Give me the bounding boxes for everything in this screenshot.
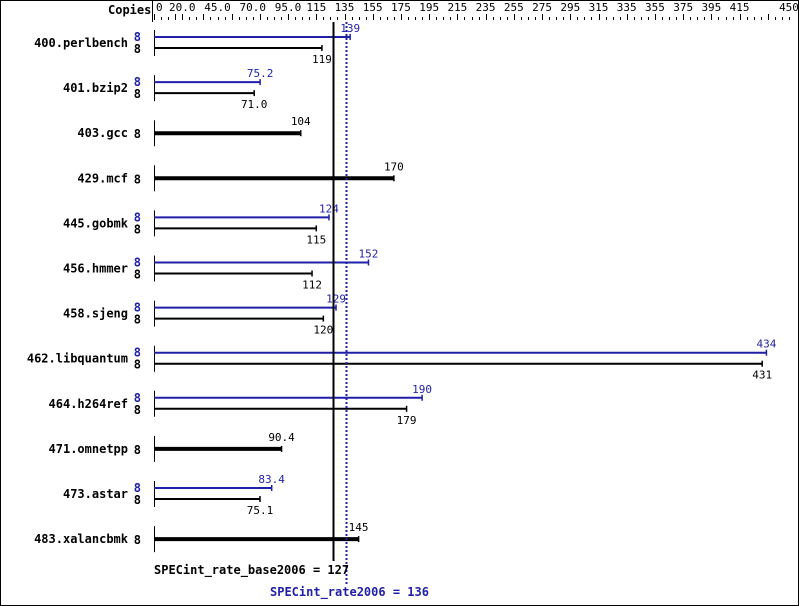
benchmark-row: 473.astar 88 83.4 75.1: [63, 473, 285, 517]
peak-mean-label: SPECint_rate2006 = 136: [270, 585, 429, 600]
x-tick-label: 215: [447, 1, 467, 14]
benchmark-name: 458.sjeng: [63, 307, 128, 321]
x-tick-label: 315: [589, 1, 609, 14]
copies-peak: 8: [134, 256, 141, 270]
benchmark-name: 403.gcc: [77, 126, 128, 140]
x-tick-label: 175: [391, 1, 411, 14]
base-value-label: 431: [752, 369, 772, 382]
copies-header: Copies: [108, 3, 151, 17]
benchmark-row: 483.xalancbmk 8 145: [34, 521, 369, 553]
peak-value-label: 129: [326, 293, 346, 306]
base-value-label: 119: [312, 53, 332, 66]
copies-base: 8: [134, 358, 141, 372]
x-tick-label: 20.0: [169, 1, 196, 14]
benchmark-row: 471.omnetpp 8 90.4: [49, 431, 295, 462]
benchmark-row: 401.bzip2 88 75.2 71.0: [63, 67, 273, 111]
x-tick-label: 155: [363, 1, 383, 14]
peak-value-label: 190: [412, 383, 432, 396]
benchmark-row: 464.h264ref 88 190 179: [49, 383, 433, 427]
copies-peak: 8: [134, 301, 141, 315]
copies-peak: 8: [134, 30, 141, 44]
peak-value-label: 434: [756, 338, 776, 351]
x-tick-label: 45.0: [204, 1, 231, 14]
x-tick-label: 95.0: [275, 1, 302, 14]
x-tick-label: 355: [645, 1, 665, 14]
benchmark-name: 483.xalancbmk: [34, 532, 129, 546]
benchmark-name: 429.mcf: [77, 171, 128, 185]
peak-value-label: 139: [340, 22, 360, 35]
peak-value-label: 75.2: [247, 67, 274, 80]
copies-peak: 8: [134, 481, 141, 495]
benchmark-row: 429.mcf 8 170: [77, 160, 404, 192]
peak-value-label: 124: [319, 202, 339, 215]
copies-base: 8: [134, 268, 141, 282]
benchmark-name: 445.gobmk: [63, 216, 129, 230]
copies-peak: 8: [134, 75, 141, 89]
base-value-label: 71.0: [241, 98, 268, 111]
benchmark-name: 473.astar: [63, 487, 128, 501]
x-tick-label: 195: [419, 1, 439, 14]
x-tick-label: 70.0: [240, 1, 267, 14]
benchmark-name: 401.bzip2: [63, 81, 128, 95]
copies-base: 8: [134, 172, 141, 186]
mean-lines: SPECint_rate_base2006 = 127 SPECint_rate2…: [154, 22, 429, 600]
x-tick-label: 450: [779, 1, 799, 14]
peak-value-label: 83.4: [258, 473, 285, 486]
benchmark-row: 458.sjeng 88 129 120: [63, 293, 346, 337]
benchmark-name: 464.h264ref: [49, 397, 128, 411]
benchmark-row: 445.gobmk 88 124 115: [63, 202, 339, 246]
copies-peak: 8: [134, 391, 141, 405]
copies-base: 8: [134, 533, 141, 547]
x-tick-label: 335: [617, 1, 637, 14]
copies-peak: 8: [134, 346, 141, 360]
benchmark-row: 462.libquantum 88 434 431: [27, 338, 777, 382]
x-tick-label: 135: [335, 1, 355, 14]
benchmark-name: 462.libquantum: [27, 352, 128, 366]
copies-base: 8: [134, 87, 141, 101]
copies-base: 8: [134, 313, 141, 327]
copies-base: 8: [134, 443, 141, 457]
benchmark-name: 456.hmmer: [63, 262, 128, 276]
base-value-label: 170: [384, 160, 404, 173]
base-value-label: 179: [397, 414, 417, 427]
x-axis: 0 20.0 45.0 70.0 95.0 115 135 155 175 195 215 235 25…: [154, 1, 799, 20]
copies-base: 8: [134, 42, 141, 56]
peak-value-label: 152: [359, 248, 379, 261]
x-tick-label: 375: [673, 1, 693, 14]
copies-base: 8: [134, 222, 141, 236]
base-value-label: 112: [302, 279, 322, 292]
benchmark-row: 400.perlbench 88 139 119: [34, 22, 360, 66]
benchmark-row: 403.gcc 8 104: [77, 115, 311, 147]
x-tick-label: 0: [156, 1, 163, 14]
base-value-label: 75.1: [247, 504, 274, 517]
base-value-label: 90.4: [268, 431, 295, 444]
x-tick-label: 415: [730, 1, 750, 14]
x-tick-label: 235: [476, 1, 496, 14]
copies-base: 8: [134, 127, 141, 141]
benchmark-name: 400.perlbench: [34, 36, 128, 50]
x-tick-label: 295: [560, 1, 580, 14]
copies-peak: 8: [134, 210, 141, 224]
x-tick-label: 255: [504, 1, 524, 14]
copies-base: 8: [134, 403, 141, 417]
x-tick-label: 115: [306, 1, 326, 14]
benchmark-row: 456.hmmer 88 152 112: [63, 248, 378, 292]
benchmark-name: 471.omnetpp: [49, 442, 128, 456]
base-value-label: 115: [306, 233, 326, 246]
base-value-label: 145: [349, 521, 369, 534]
copies-base: 8: [134, 493, 141, 507]
base-value-label: 104: [291, 115, 311, 128]
base-value-label: 120: [313, 324, 333, 337]
base-mean-label: SPECint_rate_base2006 = 127: [154, 563, 349, 578]
x-tick-label: 275: [532, 1, 552, 14]
x-tick-label: 395: [701, 1, 721, 14]
